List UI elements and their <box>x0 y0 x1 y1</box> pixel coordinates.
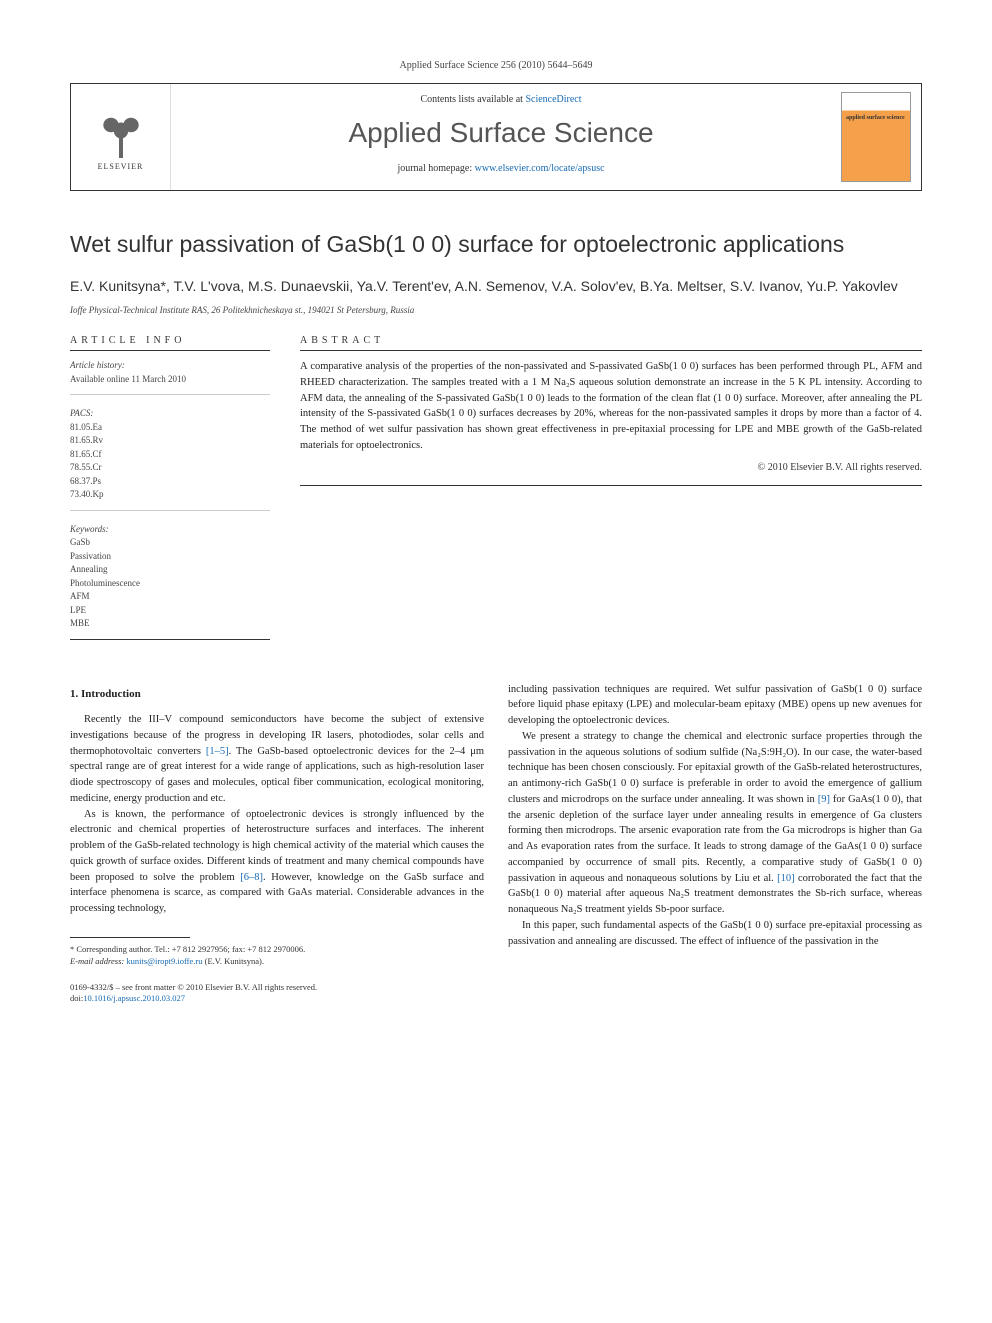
para-text: Recently the III–V compound semiconducto… <box>70 714 484 804</box>
affiliation: Ioffe Physical-Technical Institute RAS, … <box>70 305 922 315</box>
abstract-panel: ABSTRACT A comparative analysis of the p… <box>300 335 922 652</box>
footnote-separator <box>70 937 190 938</box>
paragraph: including passivation techniques are req… <box>508 682 922 729</box>
doi-label: doi: <box>70 993 83 1003</box>
footnote-block: * Corresponding author. Tel.: +7 812 292… <box>70 944 484 968</box>
email-suffix: (E.V. Kunitsyna). <box>203 956 264 966</box>
keywords-label: Keywords: <box>70 523 270 537</box>
history-value: Available online 11 March 2010 <box>70 373 270 387</box>
journal-reference: Applied Surface Science 256 (2010) 5644–… <box>70 60 922 71</box>
doi-line: doi:10.1016/j.apsusc.2010.03.027 <box>70 993 484 1005</box>
pacs-label: PACS: <box>70 407 270 421</box>
paragraph: As is known, the performance of optoelec… <box>70 807 484 917</box>
journal-cover-cell: applied surface science <box>831 84 921 190</box>
journal-header-box: ELSEVIER Contents lists available at Sci… <box>70 83 922 191</box>
contents-line: Contents lists available at ScienceDirec… <box>191 94 811 105</box>
para-text: including passivation techniques are req… <box>508 684 922 727</box>
para-text: As is known, the performance of optoelec… <box>70 809 484 915</box>
email-line: E-mail address: kunits@iropt9.ioffe.ru (… <box>70 956 484 968</box>
paragraph: In this paper, such fundamental aspects … <box>508 918 922 950</box>
doi-link[interactable]: 10.1016/j.apsusc.2010.03.027 <box>83 993 185 1003</box>
elsevier-tree-icon <box>96 103 146 158</box>
para-text: In this paper, such fundamental aspects … <box>508 920 922 947</box>
article-title: Wet sulfur passivation of GaSb(1 0 0) su… <box>70 231 922 258</box>
cover-title: applied surface science <box>846 115 906 122</box>
abstract-body: A comparative analysis of the properties… <box>300 361 922 451</box>
publisher-name: ELSEVIER <box>98 162 144 171</box>
publisher-logo-cell: ELSEVIER <box>71 84 171 190</box>
keywords-section: Keywords: GaSb Passivation Annealing Pho… <box>70 523 270 640</box>
header-center: Contents lists available at ScienceDirec… <box>171 84 831 190</box>
article-info-panel: ARTICLE INFO Article history: Available … <box>70 335 270 652</box>
corresponding-author: * Corresponding author. Tel.: +7 812 292… <box>70 944 484 956</box>
pacs-values: 81.05.Ea 81.65.Rv 81.65.Cf 78.55.Cr 68.3… <box>70 421 270 502</box>
homepage-line: journal homepage: www.elsevier.com/locat… <box>191 163 811 174</box>
elsevier-logo: ELSEVIER <box>86 97 156 177</box>
paragraph: We present a strategy to change the chem… <box>508 729 922 918</box>
article-body: 1. Introduction Recently the III–V compo… <box>70 682 922 1006</box>
author-email-link[interactable]: kunits@iropt9.ioffe.ru <box>126 956 202 966</box>
journal-title: Applied Surface Science <box>191 117 811 149</box>
homepage-link[interactable]: www.elsevier.com/locate/apsusc <box>475 163 605 174</box>
bottom-info: 0169-4332/$ – see front matter © 2010 El… <box>70 982 484 1006</box>
history-label: Article history: <box>70 359 270 373</box>
front-matter-line: 0169-4332/$ – see front matter © 2010 El… <box>70 982 484 994</box>
homepage-prefix: journal homepage: <box>397 163 474 174</box>
keywords-values: GaSb Passivation Annealing Photoluminesc… <box>70 536 270 631</box>
abstract-copyright: © 2010 Elsevier B.V. All rights reserved… <box>300 460 922 475</box>
column-right: including passivation techniques are req… <box>508 682 922 1006</box>
sciencedirect-link[interactable]: ScienceDirect <box>525 94 581 105</box>
email-label: E-mail address: <box>70 956 126 966</box>
journal-cover: applied surface science <box>841 92 911 182</box>
paragraph: Recently the III–V compound semiconducto… <box>70 712 484 807</box>
author-list: E.V. Kunitsyna*, T.V. L'vova, M.S. Dunae… <box>70 276 922 297</box>
section-heading-intro: 1. Introduction <box>70 686 484 703</box>
column-left: 1. Introduction Recently the III–V compo… <box>70 682 484 1006</box>
abstract-header: ABSTRACT <box>300 335 922 351</box>
pacs-section: PACS: 81.05.Ea 81.65.Rv 81.65.Cf 78.55.C… <box>70 407 270 511</box>
para-text: We present a strategy to change the chem… <box>508 731 922 915</box>
article-info-header: ARTICLE INFO <box>70 335 270 351</box>
abstract-text: A comparative analysis of the properties… <box>300 359 922 486</box>
contents-prefix: Contents lists available at <box>420 94 525 105</box>
article-history: Article history: Available online 11 Mar… <box>70 359 270 395</box>
